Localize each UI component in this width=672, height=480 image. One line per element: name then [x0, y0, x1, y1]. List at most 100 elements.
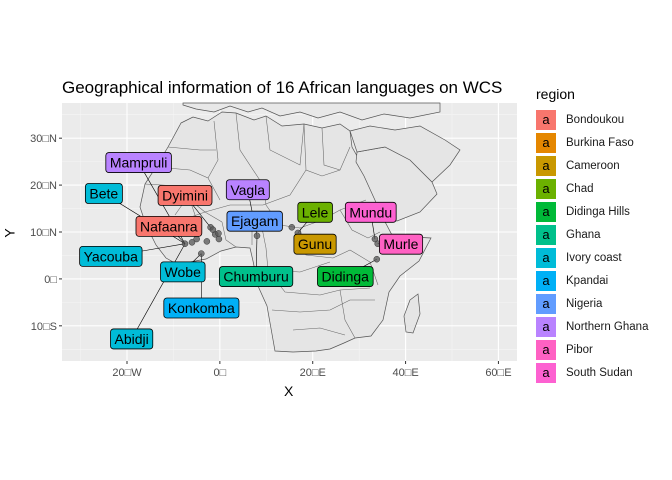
language-label-text: Abidji: [115, 331, 149, 347]
language-label-box: [105, 152, 172, 173]
legend-key: a: [536, 178, 556, 199]
legend-item: a Burkina Faso: [536, 131, 648, 154]
language-label-text: Bete: [89, 186, 118, 202]
y-tick-label: 10□S: [31, 321, 57, 333]
language-label-text: Nafaanra: [140, 218, 198, 234]
language-label: Didinga: [317, 266, 374, 287]
language-label: Bete: [84, 183, 123, 204]
legend-item: a Pibor: [536, 338, 648, 361]
y-axis: 10□S 0□ 10□N 20□N 30□N: [30, 133, 62, 333]
location-point: [373, 255, 381, 263]
legend-item: a Cameroon: [536, 154, 648, 177]
x-axis: 20□W 0□ 20□E 40□E 60□E: [112, 361, 512, 379]
language-label-box: [157, 185, 213, 206]
legend-label: Burkina Faso: [566, 136, 634, 149]
legend-key: a: [536, 316, 556, 337]
legend-item: a Didinga Hills: [536, 200, 648, 223]
y-tick-label: 20□N: [30, 180, 57, 192]
x-tick-label: 20□W: [112, 367, 142, 379]
y-axis-title: Y: [1, 228, 18, 238]
legend-key: a: [536, 224, 556, 245]
legend-key: a: [536, 339, 556, 360]
language-label-text: Gunu: [298, 236, 332, 252]
language-label: Dyimini: [157, 185, 213, 206]
location-point: [181, 240, 189, 247]
language-label: Yacouba: [79, 245, 143, 267]
language-label-box: [225, 179, 270, 201]
language-label: Mundu: [344, 201, 397, 223]
x-tick-label: 20□E: [300, 367, 326, 379]
language-label-box: [135, 215, 203, 237]
legend-key: a: [536, 201, 556, 222]
legend-label: Northern Ghana: [566, 320, 649, 333]
legend-label: Ghana: [566, 228, 601, 241]
legend-label: Bondoukou: [566, 113, 625, 126]
language-label-box: [110, 328, 154, 350]
y-tick-label: 0□: [44, 274, 57, 286]
legend-item: a Kpandai: [536, 269, 648, 292]
language-label-text: Ejagam: [231, 213, 278, 229]
location-point: [215, 230, 222, 237]
legend-item: a Bondoukou: [536, 108, 648, 131]
language-label-box: [293, 233, 337, 255]
language-label-text: Didinga: [321, 269, 369, 285]
legend-title: region: [536, 86, 575, 102]
legend-label: Cameroon: [566, 159, 620, 172]
language-label-text: Mampruli: [110, 155, 168, 171]
language-label: Lele: [297, 201, 333, 223]
language-label-text: Dyimini: [162, 187, 208, 203]
language-label-box: [163, 297, 240, 319]
legend-item: a Northern Ghana: [536, 315, 648, 338]
language-label-box: [218, 266, 294, 287]
language-label-box: [317, 266, 374, 287]
language-label: Chumburu: [218, 266, 294, 287]
location-point: [253, 232, 261, 240]
language-label-text: Konkomba: [168, 300, 235, 316]
location-point: [209, 226, 217, 233]
x-tick-label: 60□E: [485, 367, 511, 379]
language-label: Nafaanra: [135, 215, 203, 237]
legend-item: a Chad: [536, 177, 648, 200]
legend: region a Bondoukou a Burkina Faso a Cameroon a…: [536, 86, 648, 384]
language-label-box: [84, 183, 123, 204]
legend-label: South Sudan: [566, 366, 633, 379]
language-label: Vagla: [225, 179, 270, 201]
legend-item: a Ivory coast: [536, 246, 648, 269]
location-point: [203, 238, 211, 245]
language-label: Abidji: [110, 328, 154, 350]
language-label-text: Chumburu: [223, 269, 288, 285]
language-label: Wobe: [160, 261, 206, 283]
legend-item: a Nigeria: [536, 292, 648, 315]
language-label: Mampruli: [105, 152, 172, 173]
language-label-text: Wobe: [165, 264, 202, 280]
legend-key: a: [536, 293, 556, 314]
language-label-text: Mundu: [349, 204, 392, 220]
africa-basemap: [139, 102, 461, 353]
legend-key: a: [536, 109, 556, 130]
language-label-text: Vagla: [230, 182, 265, 198]
x-axis-title: X: [284, 383, 294, 399]
y-tick-label: 10□N: [30, 227, 57, 239]
madagascar: [403, 293, 421, 334]
location-point: [288, 224, 296, 231]
language-label-text: Murle: [383, 236, 418, 252]
europe-edge: [182, 102, 441, 121]
legend-key: a: [536, 270, 556, 291]
location-point: [188, 239, 196, 246]
label-connector: [131, 243, 186, 340]
location-point: [193, 235, 200, 243]
legend-item: a South Sudan: [536, 361, 648, 384]
chart-title: Geographical information of 16 African l…: [62, 78, 503, 97]
language-label: Gunu: [293, 233, 337, 255]
legend-key: a: [536, 155, 556, 176]
legend-item: a Ghana: [536, 223, 648, 246]
language-label-text: Lele: [302, 204, 329, 220]
legend-label: Chad: [566, 182, 594, 195]
language-label-box: [226, 210, 283, 232]
language-label-box: [79, 245, 143, 267]
language-label: Murle: [379, 233, 424, 255]
middle-east: [349, 125, 461, 183]
x-tick-label: 0□: [213, 367, 226, 379]
language-label-box: [344, 201, 397, 223]
